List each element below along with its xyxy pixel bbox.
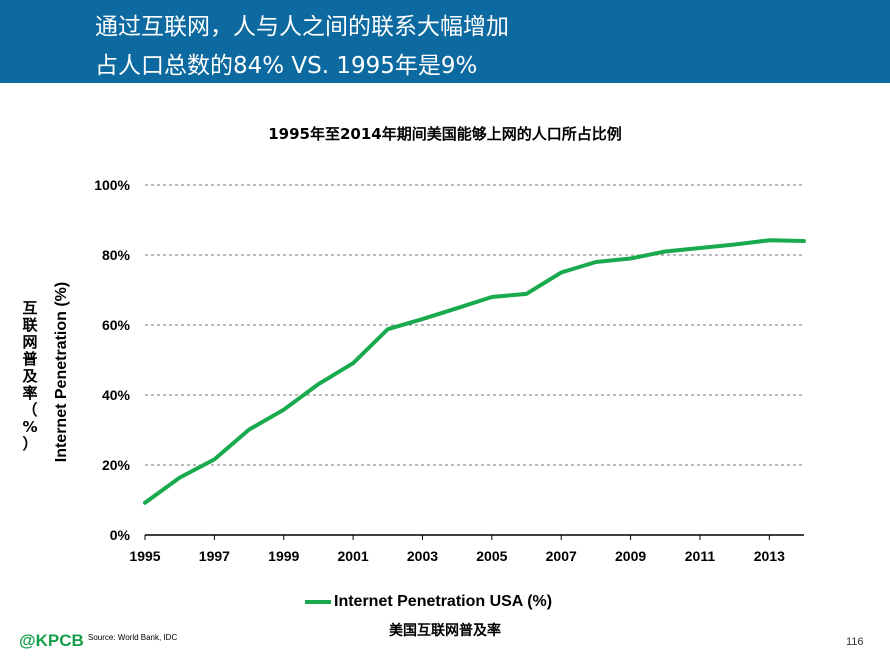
series-line (143, 238, 806, 505)
y-axis-label-char: 普 (22, 350, 38, 368)
y-tick-label: 60% (102, 317, 131, 333)
y-tick-label: 100% (94, 177, 130, 193)
y-axis-label-char: 联 (22, 316, 38, 334)
y-axis-label-char: （ (22, 401, 38, 419)
y-axis-label-char: 及 (22, 367, 38, 385)
chart-legend: Internet Penetration USA (%) (305, 593, 552, 611)
legend-label: Internet Penetration USA (%) (334, 593, 553, 610)
page-number: 116 (846, 636, 864, 648)
x-tick-label: 1995 (129, 548, 160, 564)
y-tick-label: 20% (102, 457, 131, 473)
x-tick-label: 2001 (338, 548, 369, 564)
y-axis-label-chinese: 互联网普及率（%） (20, 300, 40, 453)
y-axis-label-char: ） (22, 435, 38, 453)
x-tick-label: 2009 (615, 548, 646, 564)
chart-title: 1995年至2014年期间美国能够上网的人口所占比例 (268, 125, 622, 143)
x-tick-label: 1999 (268, 548, 299, 564)
y-tick-label: 80% (102, 247, 131, 263)
header-title-line-1: 通过互联网，人与人之间的联系大幅增加 (95, 14, 509, 40)
header-banner: 通过互联网，人与人之间的联系大幅增加 占人口总数的84% VS. 1995年是9… (0, 0, 890, 83)
y-axis-label-char: 率 (22, 384, 38, 402)
x-tick-label: 2011 (685, 548, 716, 564)
x-tick-label: 2003 (407, 548, 438, 564)
source-note: Source: World Bank, IDC (88, 633, 178, 642)
y-axis-label-char: 网 (22, 333, 38, 351)
y-tick-label: 0% (110, 527, 131, 543)
legend-swatch (305, 600, 331, 604)
kpcb-logo: @KPCB (19, 631, 84, 650)
y-axis-label-char: % (22, 418, 38, 436)
legend-label-chinese: 美国互联网普及率 (389, 623, 501, 639)
header-title-line-2: 占人口总数的84% VS. 1995年是9% (95, 53, 478, 79)
x-tick-label: 2007 (546, 548, 577, 564)
y-axis-label-char: 互 (22, 299, 38, 317)
y-tick-label: 40% (102, 387, 131, 403)
x-tick-label: 1997 (199, 548, 230, 564)
x-tick-label: 2005 (476, 548, 507, 564)
x-tick-label: 2013 (754, 548, 785, 564)
